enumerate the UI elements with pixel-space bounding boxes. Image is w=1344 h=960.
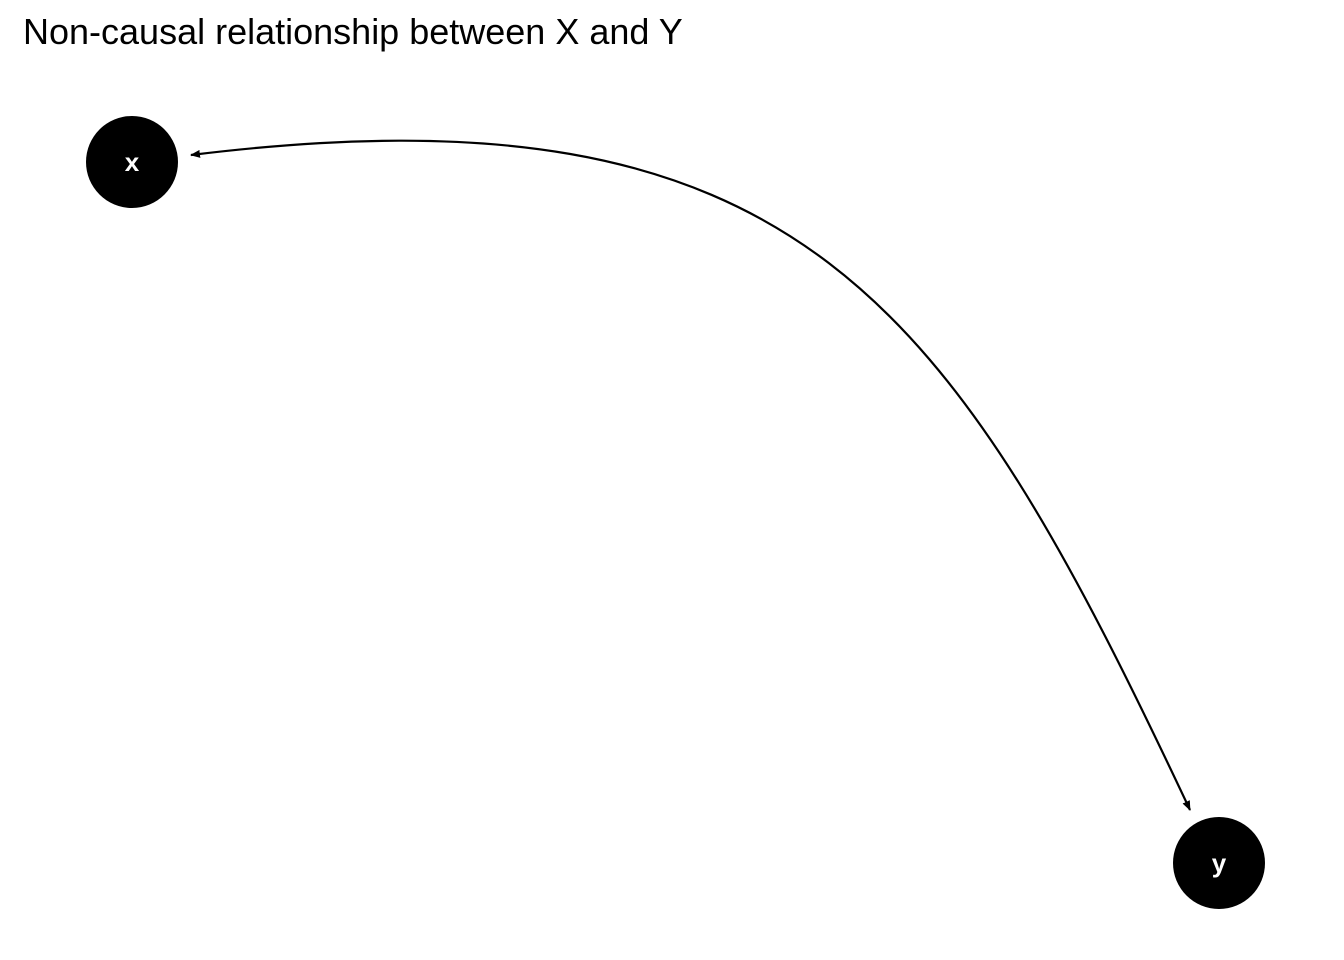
node-y-label: y <box>1212 848 1227 878</box>
node-x-label: x <box>125 147 140 177</box>
node-y[interactable]: y <box>1173 817 1265 909</box>
diagram-title: Non-causal relationship between X and Y <box>23 11 683 52</box>
node-y-circle <box>1173 817 1265 909</box>
edge-x-y-bidirected <box>190 139 1191 811</box>
node-x[interactable]: x <box>86 116 178 208</box>
node-x-circle <box>86 116 178 208</box>
